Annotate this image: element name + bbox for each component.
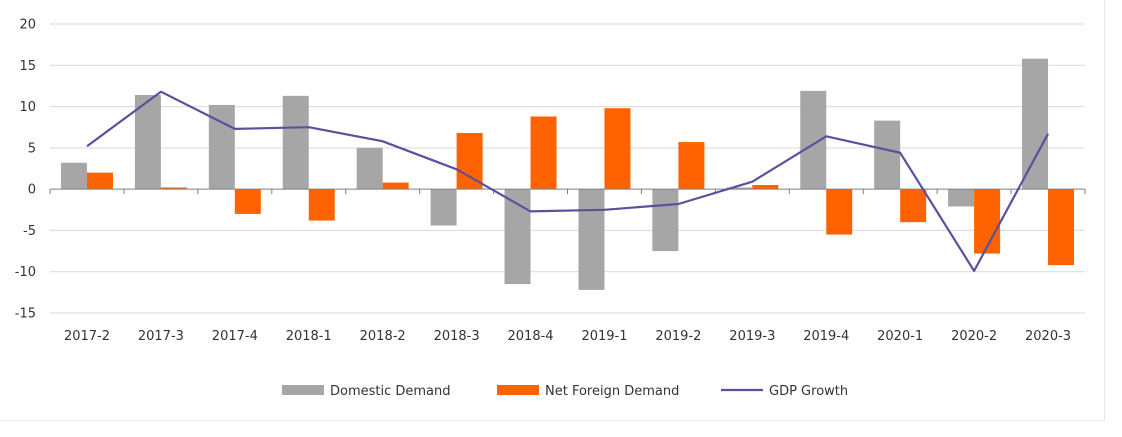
x-tick-label: 2017-3 [138, 329, 184, 344]
legend-label: GDP Growth [769, 384, 848, 399]
bar-domestic-demand [652, 189, 679, 252]
x-tick-label: 2020-2 [951, 329, 997, 344]
bar-domestic-demand [874, 120, 901, 190]
bar-net-foreign-demand [308, 189, 335, 221]
x-tick-label: 2018-4 [508, 329, 554, 344]
legend-label: Domestic Demand [330, 384, 451, 399]
x-tick-label: 2017-2 [64, 329, 110, 344]
y-tick-label: 20 [19, 18, 36, 33]
x-tick-label: 2019-3 [729, 329, 775, 344]
x-tick-label: 2019-4 [803, 329, 849, 344]
x-axis-tick-labels: 2017-2 2017-3 2017-4 2018-1 2018-2 2018-3 2018… [64, 329, 1071, 344]
y-tick-label: 15 [19, 59, 36, 74]
bar-net-foreign-demand [160, 187, 187, 190]
bar-net-foreign-demand [382, 182, 409, 190]
bar-net-foreign-demand [604, 108, 631, 190]
x-tick-label: 2018-2 [360, 329, 406, 344]
bar-net-foreign-demand [678, 142, 705, 190]
bar-net-foreign-demand [456, 132, 483, 190]
gdp-growth-line [86, 90, 1049, 272]
bar-net-foreign-demand [826, 189, 853, 235]
x-tick-label: 2019-1 [581, 329, 627, 344]
x-tick-label: 2020-1 [877, 329, 923, 344]
y-tick-label: 10 [19, 100, 36, 115]
bar-net-foreign-demand [900, 189, 927, 223]
gridlines [50, 23, 1085, 314]
x-axis [49, 188, 1086, 195]
bar-net-foreign-demand [86, 172, 113, 190]
bar-domestic-demand [948, 189, 975, 207]
bar-domestic-demand [578, 189, 605, 290]
frame-bottom-border [0, 420, 1105, 421]
bars [60, 58, 1075, 290]
legend-swatch-net-foreign-demand [497, 385, 539, 395]
bar-domestic-demand [356, 147, 383, 190]
bar-domestic-demand [1022, 58, 1049, 190]
bar-domestic-demand [60, 162, 87, 190]
combo-chart: 20 15 10 5 0 -5 -10 -15 2017-2 2017-3 2017-4 2018-… [15, 18, 1086, 399]
bar-net-foreign-demand [234, 189, 261, 214]
frame-right-border [1104, 0, 1105, 421]
y-tick-label: -10 [15, 265, 36, 280]
bar-net-foreign-demand [1048, 189, 1075, 266]
bar-net-foreign-demand [530, 116, 557, 190]
y-axis-tick-labels: 20 15 10 5 0 -5 -10 -15 [15, 18, 36, 322]
legend: Domestic Demand Net Foreign Demand GDP Gro… [282, 384, 848, 399]
legend-swatch-domestic-demand [282, 385, 324, 395]
bar-domestic-demand [726, 187, 753, 190]
x-tick-label: 2017-4 [212, 329, 258, 344]
x-tick-label: 2018-3 [434, 329, 480, 344]
y-tick-label: -15 [15, 307, 36, 322]
bar-domestic-demand [430, 189, 457, 226]
gdp-growth-line-layer [86, 90, 1049, 272]
x-tick-label: 2018-1 [286, 329, 332, 344]
legend-label: Net Foreign Demand [545, 384, 679, 399]
bar-domestic-demand [282, 95, 309, 190]
x-tick-label: 2019-2 [655, 329, 701, 344]
y-tick-label: -5 [23, 224, 36, 239]
bar-net-foreign-demand [752, 185, 779, 190]
bar-domestic-demand [134, 95, 161, 190]
x-tick-label: 2020-3 [1025, 329, 1071, 344]
y-tick-label: 5 [28, 141, 36, 156]
bar-net-foreign-demand [974, 189, 1001, 254]
y-tick-label: 0 [28, 183, 36, 198]
